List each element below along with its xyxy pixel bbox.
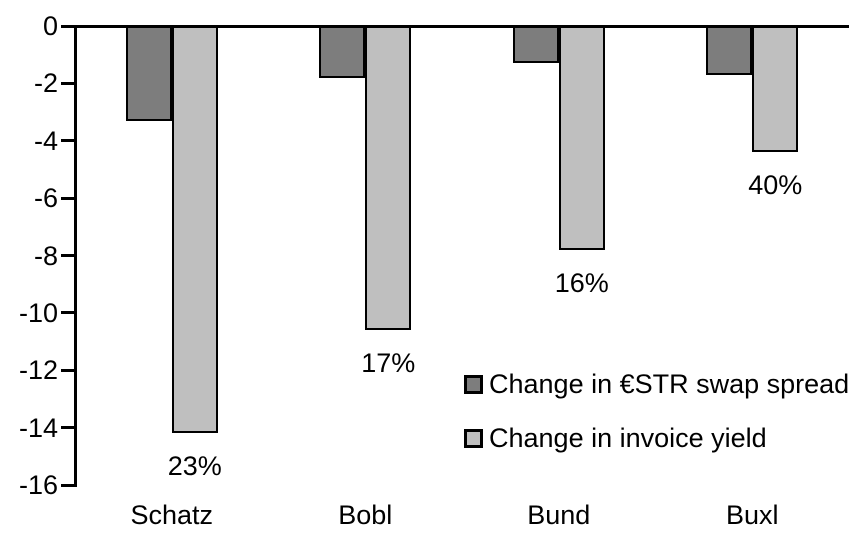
x-category-label-bund: Bund <box>527 500 591 530</box>
x-category-label-schatz: Schatz <box>130 500 214 530</box>
point-label-bund: 16% <box>554 267 609 298</box>
y-tick-mark <box>61 24 75 28</box>
legend-swatch-invoice-yield-icon <box>464 428 483 448</box>
y-tick-mark <box>61 368 75 372</box>
point-label-schatz: 23% <box>167 451 222 482</box>
bar-series0-bund <box>512 26 559 64</box>
y-tick-label: -4 <box>33 125 58 156</box>
y-tick-mark <box>61 196 75 200</box>
bar-series0-buxl <box>706 26 753 75</box>
bar-series1-buxl <box>752 26 799 153</box>
bar-series0-bobl <box>319 26 366 78</box>
y-tick-label: -16 <box>18 470 58 500</box>
y-tick-mark <box>61 311 75 315</box>
legend-item-estr-swap-spread: Change in €STR swap spread <box>464 368 849 400</box>
bar-series1-schatz <box>171 26 218 434</box>
y-tick-mark <box>61 81 75 85</box>
y-tick-mark <box>61 139 75 143</box>
legend-item-invoice-yield: Change in invoice yield <box>464 422 849 454</box>
y-tick-mark <box>61 426 75 430</box>
point-label-bobl: 17% <box>361 348 416 379</box>
y-tick-label: -14 <box>18 412 58 443</box>
x-category-label-bobl: Bobl <box>338 500 393 530</box>
x-category-label-buxl: Buxl <box>725 500 779 530</box>
y-tick-label: -8 <box>33 240 58 271</box>
y-tick-label: 0 <box>42 11 58 41</box>
y-tick-mark <box>61 254 75 257</box>
y-axis-line <box>74 25 77 487</box>
x-axis-zero-line <box>74 25 849 28</box>
y-tick-label: -2 <box>33 68 58 99</box>
legend: Change in €STR swap spread Change in inv… <box>464 368 849 476</box>
y-tick-mark <box>61 483 75 487</box>
y-tick-label: -12 <box>18 355 58 386</box>
legend-label-invoice-yield: Change in invoice yield <box>489 423 767 453</box>
legend-label-estr-swap-spread: Change in €STR swap spread <box>489 369 850 399</box>
bar-series0-schatz <box>125 26 172 121</box>
bar-series1-bund <box>558 26 605 250</box>
y-tick-label: -6 <box>33 183 58 214</box>
point-label-buxl: 40% <box>748 170 803 201</box>
legend-swatch-estr-swap-spread-icon <box>464 374 483 394</box>
bar-series1-bobl <box>365 26 412 331</box>
y-tick-label: -10 <box>18 297 58 328</box>
